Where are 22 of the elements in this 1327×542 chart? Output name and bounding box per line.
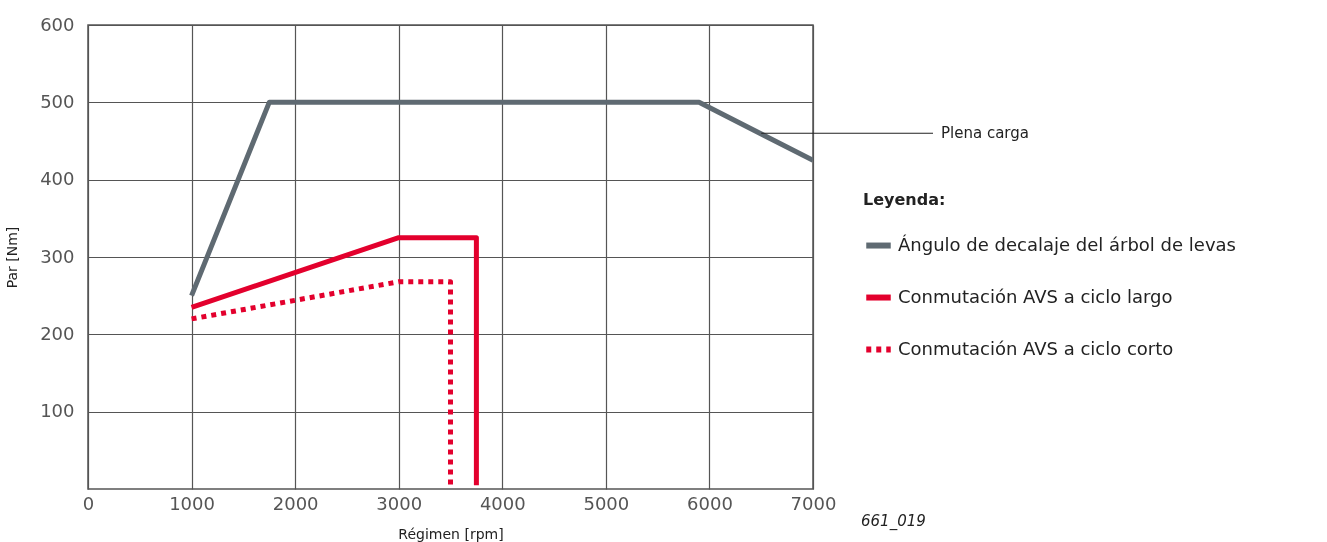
y-tick-label: 200 (40, 322, 75, 344)
y-tick-label: 300 (40, 245, 75, 267)
legend-label: Conmutación AVS a ciclo corto (898, 337, 1174, 359)
legend-label: Ángulo de decalaje del árbol de levas (898, 233, 1236, 255)
x-tick-label: 3000 (376, 492, 423, 514)
y-tick-label: 400 (40, 168, 75, 190)
legend-label: Conmutación AVS a ciclo largo (898, 285, 1173, 307)
x-tick-label: 7000 (790, 492, 837, 514)
text: 661_019 (861, 512, 926, 531)
y-tick-label: 500 (40, 90, 75, 112)
x-tick-label: 4000 (479, 492, 526, 514)
y-tick-label: 100 (40, 400, 75, 422)
y-tick-label: 600 (40, 13, 75, 35)
legend-title: Leyenda: (863, 190, 946, 210)
x-tick-label: 6000 (687, 492, 733, 514)
x-tick-label: 5000 (583, 492, 630, 514)
x-tick-label: 2000 (272, 492, 319, 514)
x-tick-label: 1000 (169, 492, 215, 514)
x-tick-label: 0 (82, 492, 95, 514)
x-axis-title: Régimen [rpm] (398, 525, 504, 542)
y-axis-title: Par [Nm] (4, 226, 21, 289)
annotation: Plena carga (941, 124, 1029, 143)
